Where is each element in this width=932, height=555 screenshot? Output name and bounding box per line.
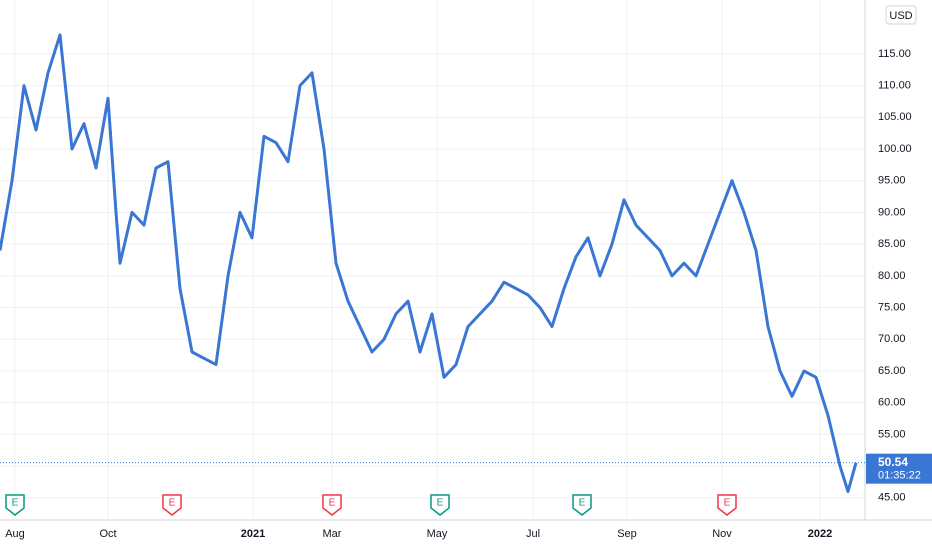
last-price-box <box>866 453 932 484</box>
x-tick-label: Sep <box>617 528 637 540</box>
y-tick-label: 55.00 <box>878 428 906 440</box>
earnings-badge <box>430 494 450 516</box>
y-tick-label: 75.00 <box>878 301 906 313</box>
y-tick-label: 95.00 <box>878 175 906 187</box>
y-tick-label: 115.00 <box>878 48 911 60</box>
earnings-label: E <box>329 498 336 509</box>
x-tick-label: Oct <box>99 528 116 540</box>
x-tick-label: May <box>427 528 448 540</box>
earnings-badge <box>322 494 342 516</box>
earnings-badge <box>717 494 737 516</box>
earnings-label: E <box>724 498 731 509</box>
last-price: 50.54 <box>878 455 908 469</box>
x-tick-label: 2021 <box>241 528 265 540</box>
y-tick-label: 110.00 <box>878 80 911 92</box>
earnings-badge <box>162 494 182 516</box>
earnings-label: E <box>12 498 19 509</box>
x-tick-label: Jul <box>526 528 540 540</box>
price-line <box>0 33 858 493</box>
y-tick-label: 60.00 <box>878 397 906 409</box>
grid <box>0 0 865 520</box>
earnings-badge <box>572 494 592 516</box>
x-tick-label: Aug <box>5 528 25 540</box>
currency-box[interactable] <box>885 5 917 25</box>
earnings-badge <box>5 494 25 516</box>
y-tick-label: 105.00 <box>878 111 912 123</box>
earnings-label: E <box>437 498 444 509</box>
earnings-label: E <box>579 498 586 509</box>
y-tick-label: 80.00 <box>878 270 906 282</box>
countdown: 01:35:22 <box>878 470 921 482</box>
earnings-label: E <box>169 498 176 509</box>
y-tick-label: 65.00 <box>878 365 906 377</box>
y-tick-label: 70.00 <box>878 333 906 345</box>
y-tick-label: 45.00 <box>878 492 906 504</box>
x-tick-label: Mar <box>323 528 342 540</box>
y-tick-label: 85.00 <box>878 238 906 250</box>
currency: USD <box>889 10 912 22</box>
y-tick-label: 90.00 <box>878 206 906 218</box>
x-tick-label: Nov <box>712 528 732 540</box>
y-tick-label: 100.00 <box>878 143 912 155</box>
x-tick-label: 2022 <box>808 528 832 540</box>
